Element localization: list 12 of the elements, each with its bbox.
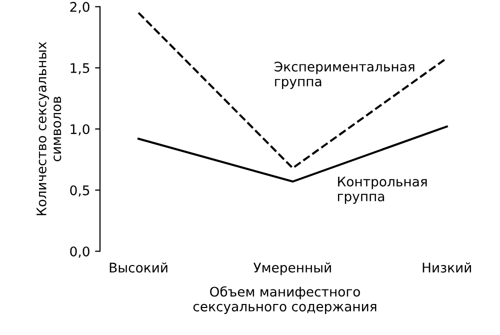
y-tick-label: 2,0 [70, 2, 90, 14]
x-tick-label: Низкий [422, 262, 471, 273]
series-label: Экспериментальная группа [274, 62, 414, 89]
x-tick-label: Высокий [110, 262, 168, 273]
y-tick-label: 0,0 [70, 246, 90, 258]
y-axis-title: Количество сексуальных символов [36, 42, 62, 216]
series-label: Контрольная группа [338, 176, 427, 204]
x-axis-title: Объем манифестного сексуального содержания [193, 286, 376, 314]
y-tick-label: 0,5 [70, 185, 90, 197]
y-tick-label: 1,5 [70, 63, 90, 74]
y-tick-label: 1,0 [70, 124, 90, 136]
x-tick-label: Умеренный [254, 262, 331, 276]
